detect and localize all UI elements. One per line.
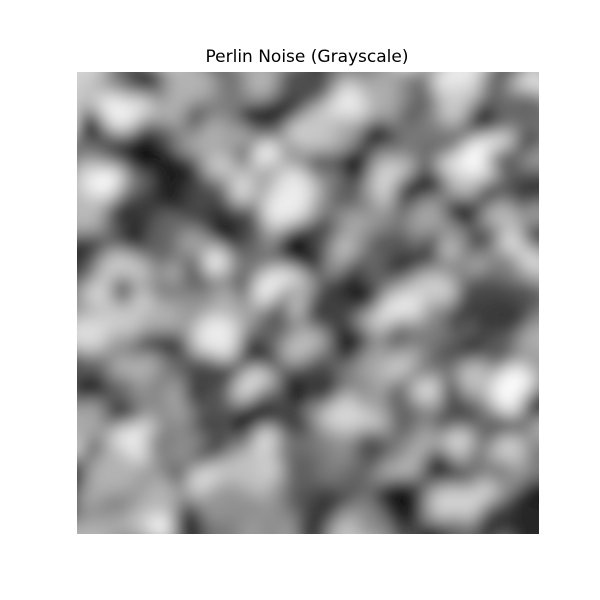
- noise-blob: [77, 488, 100, 511]
- noise-blob: [372, 475, 429, 524]
- noise-blob: [330, 174, 361, 211]
- noise-blob: [333, 441, 358, 463]
- noise-blob: [148, 124, 179, 145]
- noise-blob: [216, 226, 243, 251]
- noise-blob: [330, 233, 359, 265]
- noise-blob: [313, 72, 332, 75]
- noise-blob: [442, 515, 470, 534]
- noise-blob: [265, 458, 286, 481]
- noise-blob: [354, 427, 387, 470]
- noise-blob: [133, 351, 164, 380]
- noise-blob: [101, 493, 131, 519]
- noise-blob: [530, 254, 539, 280]
- noise-blob: [103, 511, 127, 534]
- noise-blob: [511, 283, 539, 310]
- noise-blob: [520, 221, 539, 251]
- noise-blob: [204, 246, 228, 277]
- noise-blob: [171, 502, 207, 534]
- noise-blob: [282, 375, 307, 411]
- noise-blob: [443, 194, 472, 225]
- noise-blob: [86, 447, 139, 503]
- noise-blob: [337, 212, 372, 234]
- noise-blob: [295, 103, 343, 167]
- noise-blob: [520, 389, 539, 427]
- noise-blob: [198, 381, 238, 417]
- noise-blob: [478, 72, 501, 99]
- noise-blob: [257, 519, 289, 534]
- noise-blob: [143, 215, 190, 275]
- noise-blob: [364, 72, 403, 106]
- noise-blob: [210, 521, 232, 534]
- noise-blob: [395, 520, 418, 534]
- noise-blob: [143, 476, 181, 519]
- noise-blob: [528, 202, 539, 225]
- noise-blob: [183, 211, 207, 232]
- noise-blob: [197, 118, 231, 149]
- noise-blob: [251, 97, 299, 136]
- noise-blob: [133, 257, 153, 288]
- noise-blob: [333, 116, 366, 149]
- noise-blob: [280, 450, 324, 489]
- noise-blob: [302, 355, 337, 391]
- noise-blob: [485, 146, 521, 173]
- noise-blob: [313, 435, 334, 458]
- noise-blob: [367, 206, 390, 234]
- noise-blob: [428, 484, 481, 533]
- noise-blob: [503, 496, 539, 534]
- noise-blob: [236, 201, 265, 235]
- noise-blob: [388, 407, 419, 440]
- noise-blob: [96, 250, 146, 293]
- noise-blob: [324, 257, 342, 282]
- noise-blob: [522, 146, 539, 176]
- noise-blob: [528, 416, 539, 440]
- noise-blob: [240, 495, 270, 526]
- noise-blob: [356, 502, 386, 534]
- noise-blob: [200, 150, 241, 180]
- noise-blob: [502, 87, 539, 128]
- noise-image: [77, 72, 539, 534]
- noise-texture: [77, 72, 539, 534]
- noise-blob: [263, 492, 283, 520]
- noise-blob: [320, 398, 372, 436]
- plot-title: Perlin Noise (Grayscale): [205, 47, 409, 67]
- noise-blob: [203, 482, 253, 521]
- noise-blob: [203, 414, 227, 447]
- noise-blob: [486, 459, 516, 486]
- noise-blob: [126, 505, 152, 534]
- noise-blob: [104, 332, 131, 362]
- noise-blob: [472, 510, 507, 534]
